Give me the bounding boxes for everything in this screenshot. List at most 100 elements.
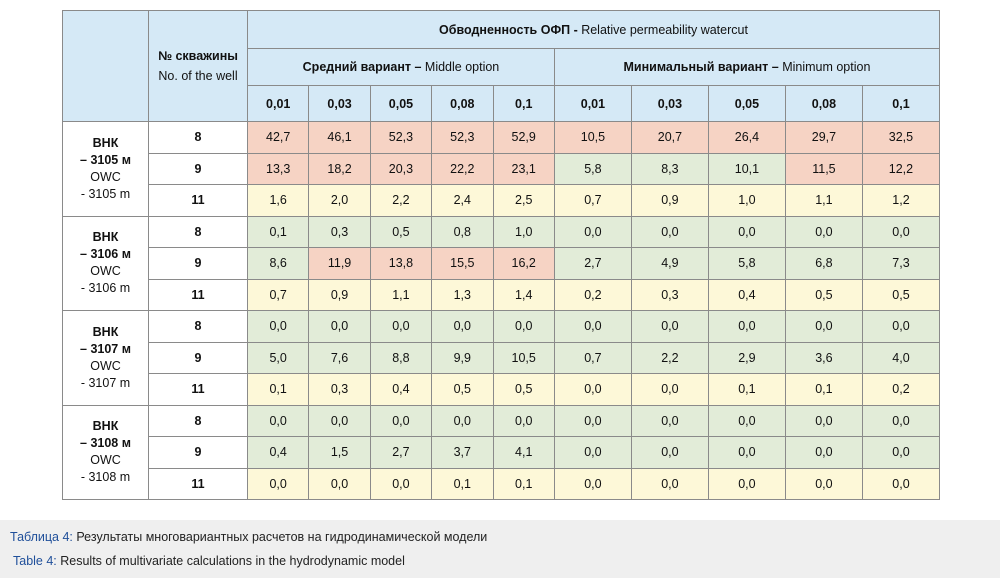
value-cell: 0,0 [308,467,371,500]
value-cell: 0,1 [431,467,494,500]
value-cell: 7,3 [861,247,941,280]
value-cell: 2,4 [431,184,494,217]
min-en: Minimum option [778,60,871,74]
value-cell: 0,1 [707,373,786,406]
value-cell: 4,9 [630,247,709,280]
corner-cell [62,10,149,122]
value-cell: 0,0 [369,467,433,500]
value-cell: 1,1 [369,278,433,311]
value-cell: 29,7 [784,121,863,154]
param-header: 0,08 [784,85,863,122]
value-cell: 0,5 [431,373,494,406]
owc-en-1: OWC [90,264,121,279]
value-cell: 1,3 [431,278,494,311]
value-cell: 0,0 [630,404,709,437]
table-row: 11 1,6 2,0 2,2 2,4 2,5 0,7 0,9 1,0 1,1 1,2 [63,184,941,217]
owc-ru-1: ВНК [92,135,119,150]
owc-ru-2: – 3105 м [80,152,131,167]
value-cell: 0,5 [861,278,941,311]
param-header: 0,05 [369,85,433,122]
value-cell: 0,4 [369,373,433,406]
value-cell: 0,0 [553,436,632,469]
value-cell: 0,0 [630,467,709,500]
table-row: ВНК – 3107 м OWC - 3107 m 8 0,0 0,0 0,0 0,0 0,0 0,… [62,310,941,406]
watercut-ru: Обводненность ОФП - [439,22,578,37]
value-cell: 0,0 [246,404,310,437]
value-cell: 0,7 [553,341,632,374]
param-value: 0,1 [892,96,910,111]
caption-en-label: Table 4: [13,554,57,568]
value-cell: 0,0 [861,404,941,437]
min-ru: Минимальный вариант – [623,60,779,74]
value-cell: 46,1 [308,121,371,154]
value-cell: 0,0 [630,310,709,343]
value-cell: 0,0 [707,404,786,437]
value-cell: 52,9 [492,121,555,154]
value-cell: 0,0 [431,404,494,437]
table-row: ВНК – 3105 м OWC - 3105 m 8 42,7 46,1 52,3 52,3 5… [62,121,941,217]
watercut-header: Обводненность ОФП - Relative permeabilit… [247,10,940,49]
well-number: 11 [148,467,248,500]
caption-en: Table 4: Results of multivariate calcula… [13,554,405,568]
value-cell: 13,8 [369,247,433,280]
owc-ru-1: ВНК [92,419,119,434]
owc-en-2: - 3107 m [80,375,131,390]
well-number: 9 [148,436,248,469]
value-cell: 5,8 [707,247,786,280]
value-cell: 2,0 [308,184,371,217]
value-cell: 1,1 [784,184,863,217]
value-cell: 1,4 [492,278,555,311]
value-cell: 4,1 [492,436,555,469]
well-number: 8 [148,404,248,437]
value-cell: 2,7 [553,247,632,280]
table-row: ВНК – 3108 м OWC - 3108 m 8 0,0 0,0 0,0 0,0 0,0 0,… [62,404,941,500]
well-number: 8 [148,121,248,154]
value-cell: 5,8 [553,152,632,185]
value-cell: 0,5 [492,373,555,406]
value-cell: 0,5 [784,278,863,311]
table-row: 9 13,3 18,2 20,3 22,2 23,1 5,8 8,3 10,1 11,5 12,2 [63,152,941,185]
well-number: 9 [148,341,248,374]
param-value: 0,1 [515,96,533,111]
value-cell: 0,0 [553,467,632,500]
value-cell: 5,0 [246,341,310,374]
value-cell: 0,1 [246,373,310,406]
value-cell: 0,0 [784,436,863,469]
value-cell: 0,2 [553,278,632,311]
value-cell: 0,1 [492,467,555,500]
param-value: 0,08 [450,96,475,111]
value-cell: 10,5 [492,341,555,374]
value-cell: 23,1 [492,152,555,185]
value-cell: 0,0 [630,436,709,469]
value-cell: 6,8 [784,247,863,280]
owc-ru-1: ВНК [92,230,119,245]
param-value: 0,01 [266,96,291,111]
value-cell: 0,0 [630,215,709,248]
value-cell: 0,0 [308,310,371,343]
value-cell: 8,6 [246,247,310,280]
value-cell: 0,0 [784,310,863,343]
value-cell: 0,0 [246,310,310,343]
value-cell: 0,3 [308,373,371,406]
value-cell: 0,0 [369,404,433,437]
owc-group-label: ВНК – 3105 м OWC - 3105 m [62,121,149,217]
table-row: 9 0,4 1,5 2,7 3,7 4,1 0,0 0,0 0,0 0,0 0,0 [63,436,941,469]
value-cell: 2,7 [369,436,433,469]
owc-en-2: - 3105 m [80,186,131,201]
value-cell: 3,7 [431,436,494,469]
param-value: 0,01 [580,96,606,111]
value-cell: 0,5 [369,215,433,248]
middle-ru: Средний вариант – [302,60,422,74]
owc-group-label: ВНК – 3106 м OWC - 3106 m [62,215,149,311]
table-caption: Таблица 4: Результаты многовариантных ра… [0,520,1000,578]
value-cell: 11,5 [784,152,863,185]
value-cell: 0,0 [553,310,632,343]
caption-ru: Таблица 4: Результаты многовариантных ра… [10,530,487,544]
value-cell: 13,3 [246,152,310,185]
well-number: 9 [148,152,248,185]
value-cell: 0,0 [553,404,632,437]
well-number: 11 [148,373,248,406]
value-cell: 0,9 [308,278,371,311]
owc-ru-2: – 3107 м [80,341,131,356]
watercut-en: Relative permeability watercut [577,22,748,37]
